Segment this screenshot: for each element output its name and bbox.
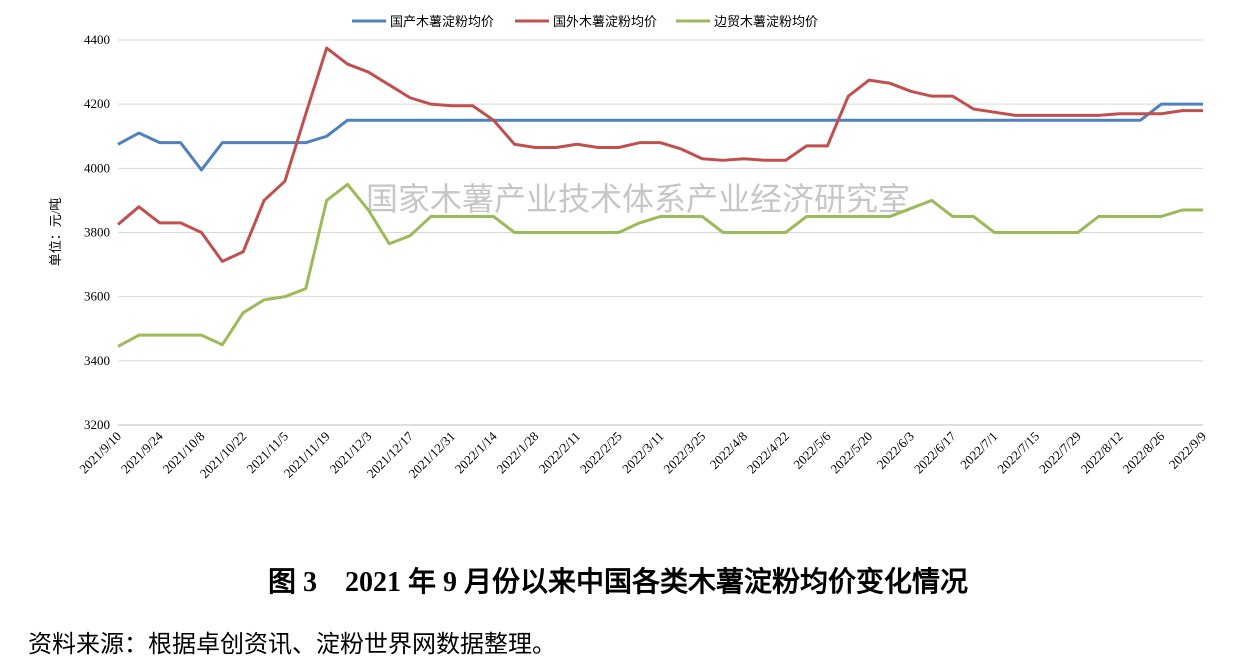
x-tick-label: 2022/4/22 xyxy=(744,429,792,477)
x-tick-label: 2022/2/25 xyxy=(577,429,625,477)
x-tick-label: 2022/1/28 xyxy=(494,429,542,477)
x-tick-label: 2021/9/24 xyxy=(118,428,166,476)
x-tick-label: 2022/9/9 xyxy=(1166,429,1209,472)
y-tick-label: 3800 xyxy=(84,225,110,240)
legend-label: 国产木薯淀粉均价 xyxy=(390,14,494,29)
series-line xyxy=(117,102,1203,172)
legend-label: 边贸木薯淀粉均价 xyxy=(714,14,818,29)
figure-caption: 图 3 2021 年 9 月份以来中国各类木薯淀粉均价变化情况 xyxy=(267,567,968,598)
x-tick-label: 2022/3/11 xyxy=(619,429,667,477)
y-tick-label: 4200 xyxy=(84,96,110,111)
x-tick-label: 2022/5/20 xyxy=(827,429,875,477)
x-tick-label: 2022/6/17 xyxy=(911,428,959,476)
watermark: 国家木薯产业技术体系产业经济研究室 xyxy=(366,181,910,217)
y-tick-label: 3400 xyxy=(84,353,110,368)
x-tick-label: 2022/2/11 xyxy=(536,429,584,477)
y-tick-label: 3200 xyxy=(84,417,110,432)
x-tick-label: 2022/7/29 xyxy=(1036,429,1084,477)
x-tick-label: 2022/1/14 xyxy=(452,428,500,476)
y-tick-label: 3600 xyxy=(84,289,110,304)
x-tick-label: 2021/9/10 xyxy=(76,429,124,477)
y-tick-label: 4400 xyxy=(84,32,110,47)
chart: 单位：元/吨 国家木薯产业技术体系产业经济研究室 3200 3400 3600 380… xyxy=(48,14,1209,481)
x-tick-label: 2021/11/19 xyxy=(281,429,333,481)
x-tick-label: 2022/7/15 xyxy=(994,429,1042,477)
x-tick-label: 2022/8/12 xyxy=(1078,429,1126,477)
legend-label: 国外木薯淀粉均价 xyxy=(553,14,657,29)
y-tick-label: 4000 xyxy=(84,160,110,175)
x-tick-label: 2022/8/26 xyxy=(1119,428,1167,476)
series-line xyxy=(117,46,1203,263)
series-line xyxy=(117,182,1203,348)
y-axis-label: 单位：元/吨 xyxy=(48,198,63,267)
x-tick-label: 2022/3/25 xyxy=(660,429,708,477)
source-note: 资料来源：根据卓创资讯、淀粉世界网数据整理。 xyxy=(28,632,556,658)
